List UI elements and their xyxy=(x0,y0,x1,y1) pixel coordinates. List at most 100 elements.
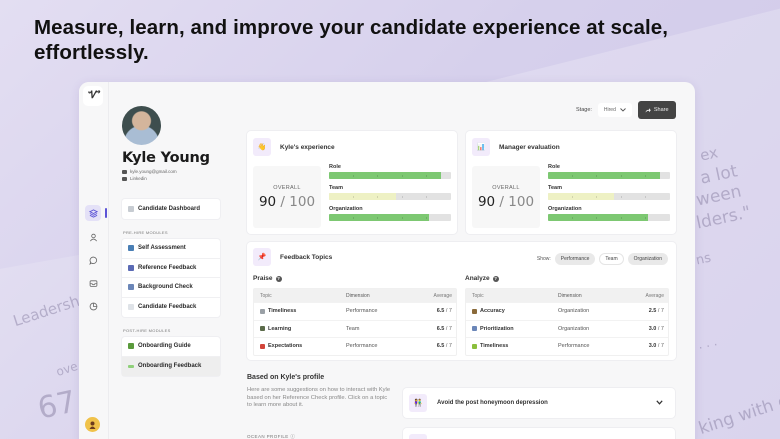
mail-icon xyxy=(122,169,127,174)
experience-title: Kyle's experience xyxy=(280,143,335,151)
team-bar xyxy=(548,193,670,200)
logo[interactable]: Ꮙ xyxy=(83,86,103,106)
nav-onboarding-feedback[interactable]: Onboarding Feedback xyxy=(122,356,220,376)
waving-hand-icon: 👋 xyxy=(253,138,271,156)
calendar-icon xyxy=(472,343,477,349)
suggestion-item[interactable] xyxy=(403,428,675,439)
chevron-down-icon[interactable] xyxy=(656,399,663,407)
background-text: ns xyxy=(694,250,713,269)
stage-select[interactable]: Hired xyxy=(597,103,632,117)
candidate-name: Kyle Young xyxy=(122,150,210,166)
help-icon[interactable]: ? xyxy=(492,275,499,282)
prehire-nav: Self Assessment Reference Feedback Backg… xyxy=(122,239,220,317)
app-window: Ꮙ Kyle Young kyle.young@gmail.com xyxy=(79,82,695,439)
analyze-title: Analyze xyxy=(465,275,490,282)
nav-reference-feedback[interactable]: Reference Feedback xyxy=(122,259,220,278)
experience-overall: OVERALL 90 / 100 xyxy=(253,166,321,228)
linkedin-link[interactable]: Linkedin xyxy=(130,176,147,181)
icon-rail: Ꮙ xyxy=(79,82,109,439)
table-row[interactable]: Timeliness Performance 6.5 / 7 xyxy=(254,302,456,320)
experience-score: 90 xyxy=(258,193,277,210)
manager-evaluation-card: 📊 Manager evaluation OVERALL 90 / 100 Ro… xyxy=(466,131,676,234)
person-icon xyxy=(128,245,134,252)
dashboard-nav: Candidate Dashboard xyxy=(122,199,220,219)
people-icon xyxy=(128,264,134,271)
table-row[interactable]: Learning Team 6.5 / 7 xyxy=(254,319,456,338)
praise-table: Topic Dimension Average Timeliness Perfo… xyxy=(253,288,457,356)
ocean-profile-label: OCEAN PROFILE ⓘ xyxy=(247,434,296,439)
manager-score: 90 xyxy=(477,193,496,210)
role-bar xyxy=(548,172,670,179)
user-icon[interactable] xyxy=(85,229,101,245)
filter-team[interactable]: Team xyxy=(599,253,624,265)
person-badge-icon xyxy=(472,326,477,332)
stage-label: Stage: xyxy=(576,107,592,113)
bar-chart-icon: 📊 xyxy=(472,138,490,156)
couple-icon: 👫 xyxy=(409,394,427,412)
table-row[interactable]: Timeliness Performance 3.0 / 7 xyxy=(466,337,668,355)
posthire-section-label: POST-HIRE MODULES xyxy=(123,328,171,333)
show-filters: Show: Performance Team Organization xyxy=(537,253,668,265)
pushpin-icon: 📌 xyxy=(253,248,271,266)
share-arrow-icon xyxy=(645,107,651,112)
table-row[interactable]: Accuracy Organization 2.5 / 7 xyxy=(466,302,668,320)
linkedin-row: Linkedin xyxy=(122,176,222,181)
prehire-section-label: PRE-HIRE MODULES xyxy=(123,230,168,235)
headline: Measure, learn, and improve your candida… xyxy=(34,16,669,64)
suggestion-icon xyxy=(409,434,427,439)
praise-title: Praise xyxy=(253,275,273,282)
candidate-photo xyxy=(122,106,161,145)
filter-organization[interactable]: Organization xyxy=(627,253,668,265)
pie-chart-icon[interactable] xyxy=(85,298,101,314)
manager-bars: Role Team Organization xyxy=(548,164,670,227)
id-badge-icon xyxy=(128,284,134,291)
books-icon xyxy=(260,326,265,332)
help-icon[interactable]: ? xyxy=(275,275,282,282)
chevron-down-icon xyxy=(620,108,626,112)
manager-overall: OVERALL 90 / 100 xyxy=(472,166,540,228)
chart-icon xyxy=(128,205,134,212)
based-on-profile-text: Here are some suggestions on how to inte… xyxy=(247,387,391,409)
book-icon xyxy=(128,343,134,350)
team-bar xyxy=(329,193,451,200)
suggestion-item[interactable]: 👫 Avoid the post honeymoon depression xyxy=(403,388,675,418)
posthire-nav: Onboarding Guide Onboarding Feedback xyxy=(122,337,220,376)
hourglass-icon xyxy=(472,308,477,314)
organization-bar xyxy=(329,214,451,221)
active-indicator xyxy=(105,208,107,218)
role-bar xyxy=(329,172,451,179)
layers-icon[interactable] xyxy=(85,205,101,221)
nav-candidate-feedback[interactable]: Candidate Feedback xyxy=(122,298,220,318)
help-icon[interactable]: ⓘ xyxy=(290,434,296,439)
email-row: kyle.young@gmail.com xyxy=(122,169,222,174)
manager-title: Manager evaluation xyxy=(499,143,560,151)
table-row[interactable]: Expectations Performance 6.5 / 7 xyxy=(254,337,456,355)
trend-up-icon xyxy=(128,364,134,368)
magnifier-icon xyxy=(260,308,265,314)
stage-toolbar: Stage: Hired Share xyxy=(576,101,676,119)
filter-performance[interactable]: Performance xyxy=(554,253,596,265)
nav-self-assessment[interactable]: Self Assessment xyxy=(122,239,220,259)
candidate-email[interactable]: kyle.young@gmail.com xyxy=(130,169,177,174)
experience-card: 👋 Kyle's experience OVERALL 90 / 100 Rol… xyxy=(247,131,457,234)
candidate-profile: Kyle Young kyle.young@gmail.com Linkedin xyxy=(122,106,222,181)
feedback-topics-card: 📌 Feedback Topics Show: Performance Team… xyxy=(247,242,676,360)
experience-bars: Role Team Organization xyxy=(329,164,451,227)
user-avatar[interactable] xyxy=(85,417,100,432)
organization-bar xyxy=(548,214,670,221)
suggestion-label: Avoid the post honeymoon depression xyxy=(437,400,548,406)
analyze-table: Topic Dimension Average Accuracy Organiz… xyxy=(465,288,669,356)
table-row[interactable]: Prioritization Organization 3.0 / 7 xyxy=(466,319,668,338)
target-icon xyxy=(260,343,265,349)
inbox-icon[interactable] xyxy=(85,275,101,291)
linkedin-icon xyxy=(122,176,127,181)
feedback-title: Feedback Topics xyxy=(280,253,333,261)
table-header: Topic Dimension Average xyxy=(254,289,456,302)
nav-candidate-dashboard[interactable]: Candidate Dashboard xyxy=(122,199,220,219)
nav-onboarding-guide[interactable]: Onboarding Guide xyxy=(122,337,220,357)
background-text: ex xyxy=(698,143,720,165)
chat-icon[interactable] xyxy=(85,252,101,268)
table-header: Topic Dimension Average xyxy=(466,289,668,302)
share-button[interactable]: Share xyxy=(637,101,676,119)
nav-background-check[interactable]: Background Check xyxy=(122,278,220,298)
